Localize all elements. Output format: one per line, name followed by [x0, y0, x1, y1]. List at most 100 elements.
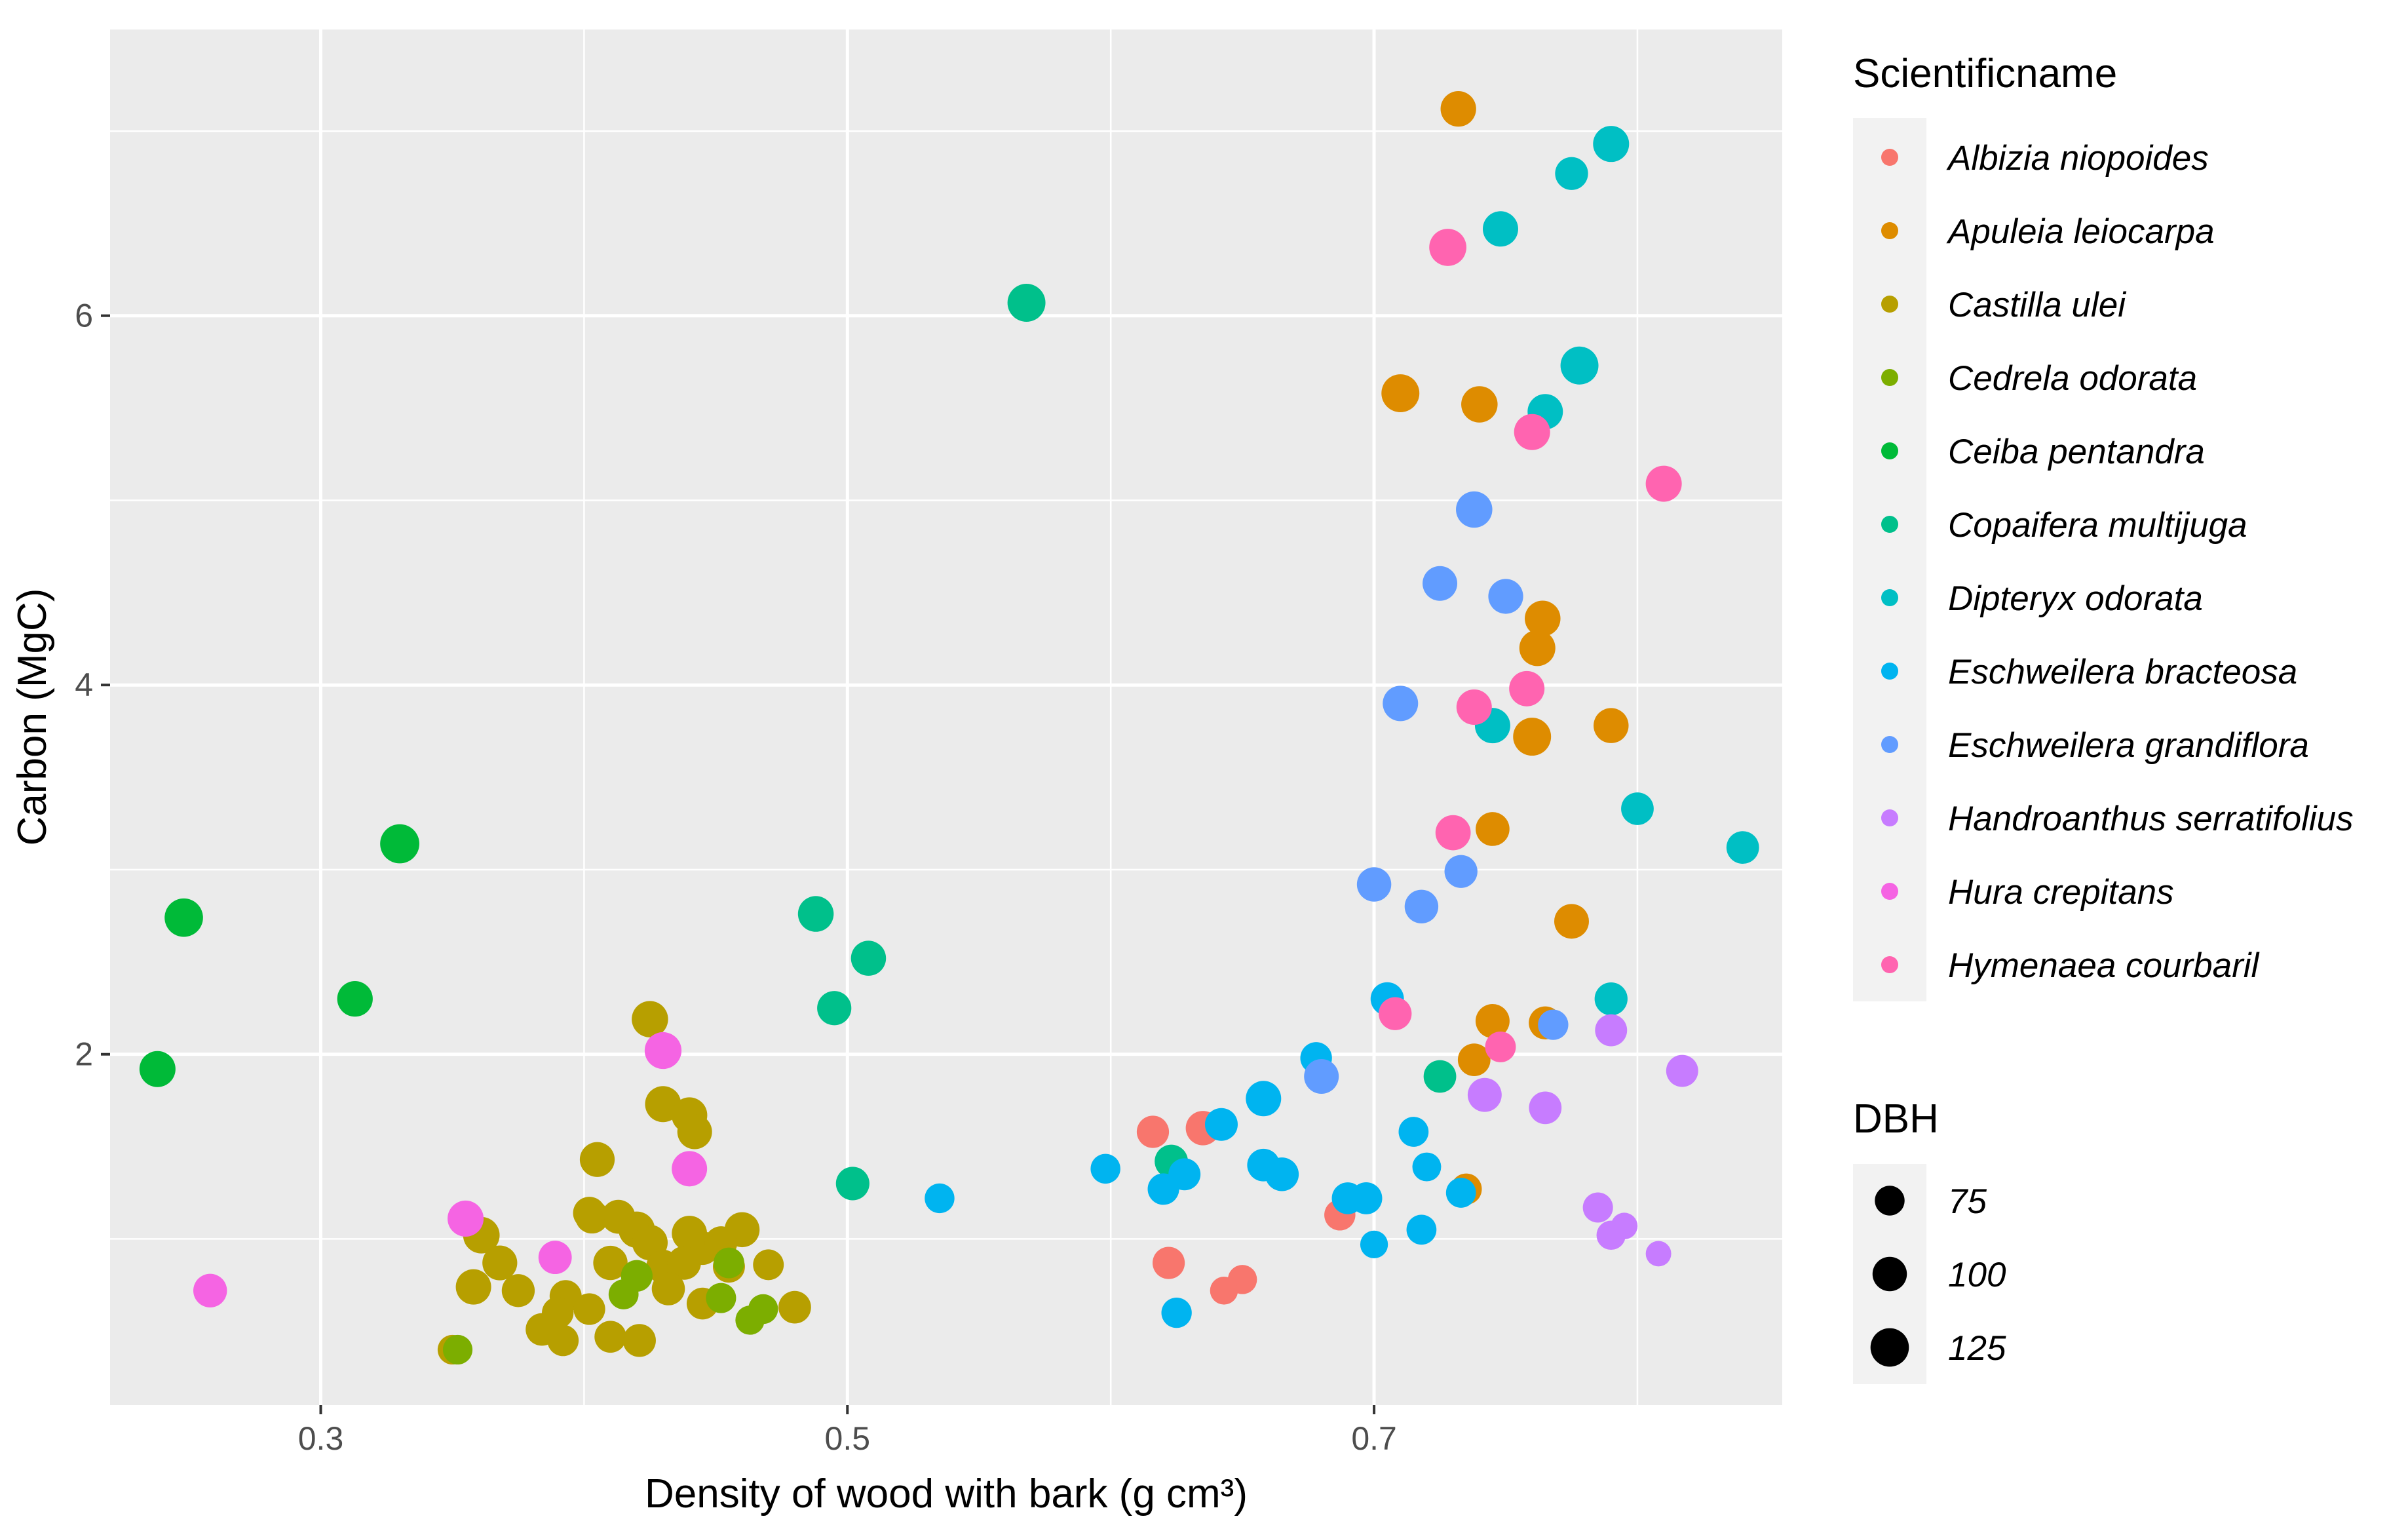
data-point	[1423, 566, 1458, 601]
data-point	[1467, 1077, 1502, 1112]
data-point	[1621, 792, 1654, 825]
data-point	[1514, 414, 1550, 450]
x-tick-label: 0.7	[1351, 1420, 1397, 1457]
data-point	[817, 991, 852, 1026]
legend-color-key	[1881, 736, 1898, 753]
y-tick-label: 6	[75, 298, 93, 334]
data-point	[1525, 600, 1561, 637]
data-point	[713, 1247, 744, 1279]
data-point	[1582, 1192, 1613, 1223]
data-point	[1379, 997, 1412, 1030]
data-point	[601, 1199, 636, 1234]
legend-color-key	[1881, 956, 1898, 973]
data-point	[835, 1167, 870, 1201]
size-legend-title: DBH	[1853, 1096, 1939, 1142]
data-point	[1404, 889, 1439, 923]
data-point	[1383, 686, 1419, 722]
data-point	[1456, 689, 1492, 725]
data-point	[1356, 867, 1392, 902]
y-tick-label: 2	[75, 1036, 93, 1073]
data-point	[797, 896, 834, 932]
data-point	[442, 1334, 473, 1365]
data-point	[1538, 1009, 1569, 1040]
data-point	[1594, 708, 1629, 743]
legend-color-label: Eschweilera bracteosa	[1948, 653, 2297, 691]
data-point	[542, 1296, 574, 1329]
data-point	[672, 1151, 708, 1187]
data-point	[1360, 1230, 1388, 1259]
data-point	[1381, 374, 1420, 413]
legend-size-key	[1875, 1186, 1905, 1216]
legend-color-key	[1881, 516, 1898, 533]
y-axis-title: Carbon (MgC)	[10, 589, 55, 846]
size-legend-items: 75 100 125	[1870, 1182, 2006, 1368]
data-point	[1485, 1031, 1516, 1062]
data-point	[1406, 1214, 1437, 1245]
data-point	[193, 1273, 227, 1308]
legend-color-key	[1881, 663, 1898, 680]
data-point	[925, 1183, 955, 1214]
data-point	[380, 824, 419, 864]
legend-size-label: 75	[1948, 1182, 1987, 1221]
data-point	[1161, 1297, 1192, 1328]
legend-color-key	[1881, 296, 1898, 313]
data-point	[1168, 1158, 1201, 1191]
legend-color-label: Hymenaea courbaril	[1948, 946, 2260, 985]
color-legend-title: Scientificname	[1853, 51, 2117, 96]
data-point	[1555, 157, 1588, 190]
data-point	[448, 1200, 484, 1237]
legend-color-key	[1881, 883, 1898, 900]
data-point	[622, 1324, 656, 1357]
data-point	[1726, 831, 1759, 864]
legend-size-label: 100	[1948, 1256, 2006, 1294]
data-point	[1445, 1178, 1476, 1208]
data-point	[573, 1197, 606, 1229]
legend-size-label: 125	[1948, 1329, 2006, 1368]
data-point	[850, 940, 887, 976]
data-point	[1666, 1054, 1698, 1087]
data-point	[1210, 1277, 1238, 1305]
data-point	[1509, 670, 1545, 706]
data-point	[547, 1324, 579, 1357]
data-point	[1645, 465, 1682, 502]
legend-color-label: Dipteryx odorata	[1948, 579, 2203, 618]
y-tick-label: 4	[75, 667, 93, 703]
data-point	[593, 1245, 628, 1281]
legend-color-label: Handroanthus serratifolius	[1948, 800, 2354, 838]
data-point	[1136, 1115, 1170, 1148]
x-tick-label: 0.5	[825, 1420, 871, 1457]
data-points	[139, 91, 1759, 1365]
legend-color-label: Eschweilera grandiflora	[1948, 726, 2309, 765]
legend-color-label: Apuleia leiocarpa	[1946, 212, 2215, 251]
data-point	[1350, 1182, 1383, 1214]
color-legend-key-background	[1853, 118, 1926, 1001]
legend-color-label: Copaifera multijuga	[1948, 506, 2247, 545]
data-point	[594, 1321, 626, 1353]
data-point	[1554, 904, 1589, 939]
data-point	[1007, 284, 1046, 322]
legend-color-label: Hura crepitans	[1948, 873, 2174, 912]
data-point	[1457, 1043, 1491, 1077]
data-point	[501, 1274, 535, 1307]
legend-color-label: Castilla ulei	[1948, 286, 2126, 324]
data-point	[608, 1279, 639, 1309]
data-point	[1461, 386, 1498, 423]
legend-color-key	[1881, 222, 1898, 239]
x-tick-label: 0.3	[298, 1420, 344, 1457]
data-point	[735, 1305, 765, 1335]
data-point	[573, 1293, 605, 1325]
data-point	[1304, 1059, 1339, 1094]
data-point	[1475, 1004, 1510, 1038]
data-point	[1513, 718, 1552, 756]
legend-size-key	[1872, 1256, 1907, 1292]
legend-color-key	[1881, 369, 1898, 386]
data-point	[1090, 1153, 1120, 1184]
legend-color-key	[1881, 442, 1898, 459]
data-point	[677, 1114, 712, 1150]
data-point	[1444, 855, 1478, 888]
data-point	[706, 1283, 736, 1313]
legend-color-label: Ceiba pentandra	[1948, 433, 2205, 471]
data-point	[579, 1142, 615, 1177]
data-point	[1560, 346, 1599, 385]
